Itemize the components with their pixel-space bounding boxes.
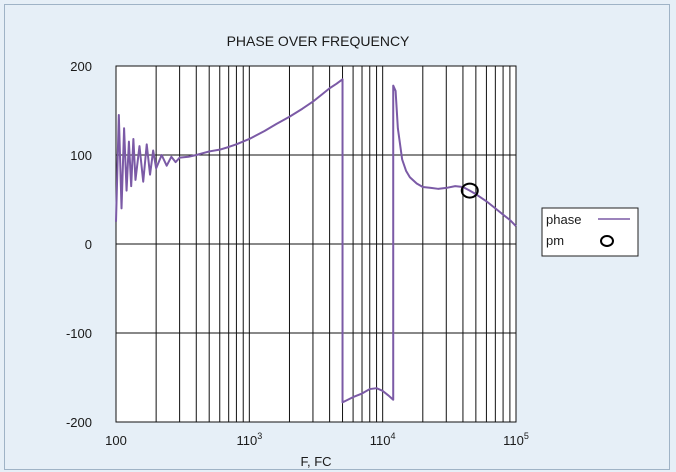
y-axis-ticks: 200 100 0 -100 -200 xyxy=(66,59,92,430)
x-tick-label: 1104 xyxy=(370,431,396,448)
x-tick-label: 100 xyxy=(105,433,127,448)
grid xyxy=(116,66,516,422)
y-tick-label: 200 xyxy=(70,59,92,74)
x-tick-label: 1105 xyxy=(503,431,529,448)
legend-label-pm: pm xyxy=(546,233,564,248)
y-tick-label: -200 xyxy=(66,415,92,430)
chart-frame xyxy=(4,4,670,470)
y-tick-label: -100 xyxy=(66,326,92,341)
x-axis-label: F, FC xyxy=(300,454,331,469)
x-tick-label: 1103 xyxy=(236,431,262,448)
y-tick-label: 0 xyxy=(85,237,92,252)
series-line-phase xyxy=(115,78,517,404)
legend-label-phase: phase xyxy=(546,212,581,227)
legend-box xyxy=(541,207,639,257)
x-axis-ticks: 100 1103 1104 1105 xyxy=(105,431,529,448)
legend: phase pm xyxy=(541,207,639,257)
legend-marker-pm xyxy=(600,235,614,247)
series-layer xyxy=(115,78,517,404)
data-point-pm xyxy=(460,182,479,199)
y-tick-label: 100 xyxy=(70,148,92,163)
chart-title: PHASE OVER FREQUENCY xyxy=(227,33,410,49)
